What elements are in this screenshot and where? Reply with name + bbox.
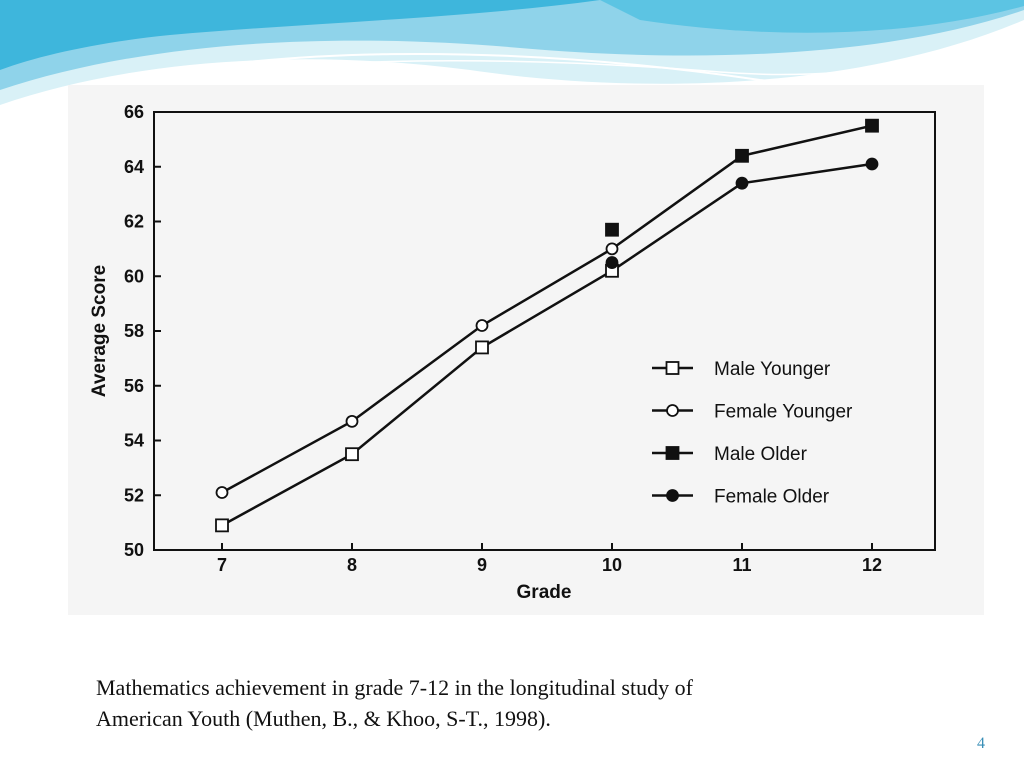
y-tick-label: 60 xyxy=(124,266,144,286)
female-older-point xyxy=(605,256,619,269)
caption-line-1: Mathematics achievement in grade 7-12 in… xyxy=(96,675,693,700)
female-younger-point xyxy=(215,486,229,499)
legend: Male Younger Female Younger Male Older Fema… xyxy=(652,359,853,508)
y-tick-label: 56 xyxy=(124,376,144,396)
x-tick-label: 7 xyxy=(217,555,227,575)
y-tick-label: 52 xyxy=(124,485,144,505)
y-tick-label: 54 xyxy=(124,431,144,451)
y-tick-label: 58 xyxy=(124,321,144,341)
caption-line-2: American Youth (Muthen, B., & Khoo, S-T.… xyxy=(96,706,551,731)
female-older-point xyxy=(735,176,749,190)
y-tick-label: 64 xyxy=(124,157,144,177)
x-tick-label: 12 xyxy=(862,555,882,575)
figure-caption: Mathematics achievement in grade 7-12 in… xyxy=(96,672,916,734)
legend-label-male-older: Male Older xyxy=(714,444,808,465)
y-tick-label: 66 xyxy=(124,102,144,122)
x-tick-label: 8 xyxy=(347,555,357,575)
legend-label-male-younger: Male Younger xyxy=(714,359,831,380)
legend-marker-male-older xyxy=(665,446,680,460)
trend-line xyxy=(221,162,873,527)
female-younger-point xyxy=(475,319,489,332)
y-axis-title: Average Score xyxy=(89,265,110,397)
female-older-point xyxy=(865,157,879,171)
legend-label-female-older: Female Older xyxy=(714,487,830,508)
markers-layer xyxy=(215,118,879,533)
male-older-point xyxy=(865,118,879,133)
header-wave-decoration xyxy=(0,0,1024,113)
slide-number: 4 xyxy=(977,735,985,752)
lines-layer xyxy=(221,124,873,527)
x-tick-label: 10 xyxy=(602,555,622,575)
trend-line xyxy=(221,124,873,494)
legend-marker-female-younger xyxy=(666,404,679,417)
x-tick-label: 9 xyxy=(477,555,487,575)
male-younger-point xyxy=(475,340,489,355)
male-older-point xyxy=(605,222,619,237)
legend-marker-female-older xyxy=(666,489,679,502)
y-tick-label: 50 xyxy=(124,540,144,560)
x-tick-label: 11 xyxy=(732,555,751,575)
female-younger-point xyxy=(345,414,359,428)
male-older-point xyxy=(735,148,749,163)
male-younger-point xyxy=(215,518,229,533)
plot-frame xyxy=(153,111,936,551)
x-axis-title: Grade xyxy=(517,582,572,603)
female-younger-point xyxy=(605,242,619,256)
y-tick-label: 62 xyxy=(124,212,144,232)
legend-marker-male-younger xyxy=(665,361,680,375)
legend-label-female-younger: Female Younger xyxy=(714,402,853,423)
male-younger-point xyxy=(345,447,359,462)
axes-layer: 50 52 54 56 58 60 62 64 66 7 8 9 10 11 12 xyxy=(124,102,882,575)
